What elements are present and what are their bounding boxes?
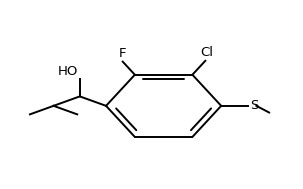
Text: HO: HO <box>58 65 78 78</box>
Text: S: S <box>250 99 258 112</box>
Text: Cl: Cl <box>200 46 213 59</box>
Text: F: F <box>119 47 126 60</box>
